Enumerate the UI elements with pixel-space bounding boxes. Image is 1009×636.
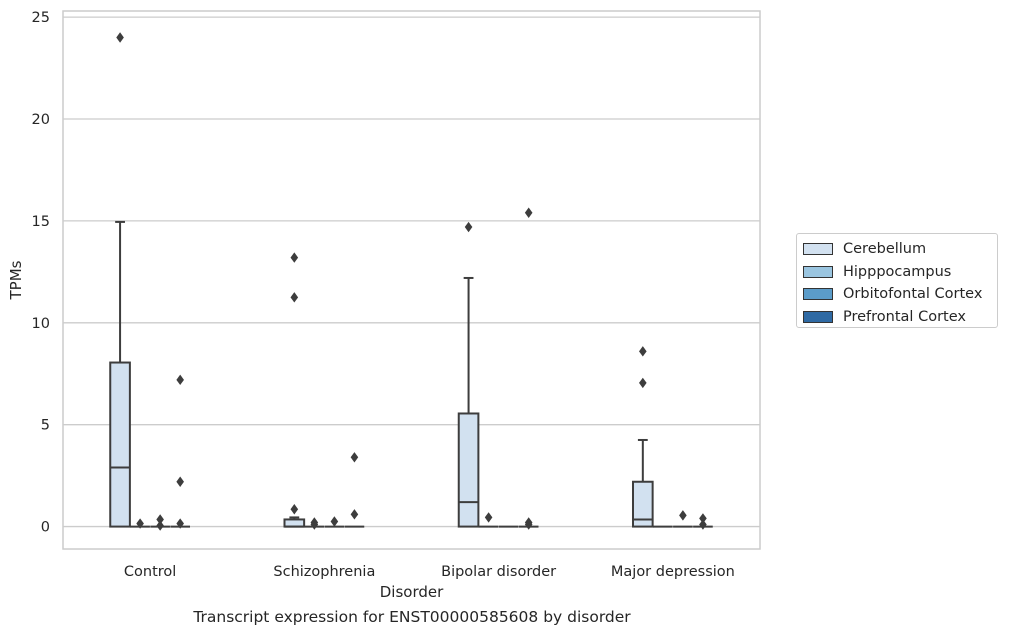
y-axis-label: TPMs [7, 260, 25, 300]
outlier-point [156, 514, 164, 525]
box-plot-group [150, 514, 170, 531]
outlier-point [464, 221, 473, 233]
legend-item: Prefrontal Cortex [797, 306, 997, 329]
outlier-point [116, 32, 124, 43]
chart-legend: Cerebellum Hipppocampus Orbitofontal Corte… [796, 233, 998, 328]
y-tick-label: 0 [41, 520, 50, 536]
box-plot-group [693, 513, 713, 530]
tick-labels: 0 5 10 15 20 25 Control Schizophrenia Bipolar di… [32, 10, 735, 580]
box-plot-group [170, 374, 191, 529]
box-plot-group [478, 512, 499, 528]
y-tick-label: 5 [41, 418, 50, 434]
box-plot-group [109, 32, 131, 528]
box-plot-group [283, 252, 306, 528]
outlier-point [524, 207, 533, 218]
outlier-point [310, 519, 319, 530]
box-plot-group [130, 518, 150, 529]
outlier-point [639, 377, 647, 389]
chart-caption: Transcript expression for ENST0000058560… [193, 608, 631, 626]
box-iqr [283, 518, 306, 528]
legend-item: Orbitofontal Cortex [797, 283, 997, 306]
outlier-point [699, 519, 707, 530]
outlier-point [330, 516, 339, 527]
box-plot-group [631, 346, 654, 528]
outlier-point [290, 504, 299, 515]
legend-label: Orbitofontal Cortex [843, 286, 983, 303]
box-plot-group [673, 510, 693, 528]
legend-swatch [803, 310, 833, 323]
y-tick-label: 15 [32, 214, 50, 230]
outlier-point [156, 520, 164, 531]
outlier-point [176, 518, 184, 529]
gridlines [63, 16, 760, 528]
legend-label: Hipppocampus [843, 263, 952, 280]
box-plot-group [344, 452, 365, 528]
outlier-point [290, 292, 299, 303]
box-plot-group [518, 207, 539, 530]
legend-item: Cerebellum [797, 238, 997, 261]
legend-label: Cerebellum [843, 241, 927, 258]
box-plot-group [304, 517, 325, 530]
outlier-point [679, 510, 687, 521]
outlier-point [484, 512, 493, 523]
outlier-point [290, 252, 299, 263]
box-plot-group [457, 221, 480, 528]
outlier-point [176, 476, 184, 487]
y-tick-label: 25 [32, 10, 50, 26]
legend-swatch [803, 288, 833, 301]
outlier-point [136, 518, 144, 529]
y-tick-label: 10 [32, 316, 50, 332]
box-iqr [109, 361, 131, 528]
x-tick-label: Bipolar disorder [441, 564, 556, 580]
legend-item: Hipppocampus [797, 261, 997, 284]
legend-swatch [803, 265, 833, 278]
box-iqr [457, 412, 480, 528]
outlier-point [176, 374, 184, 386]
outlier-point [524, 519, 533, 530]
x-axis-label: Disorder [380, 583, 444, 601]
outlier-point [350, 452, 359, 463]
plot-frame [62, 10, 761, 550]
outlier-point [350, 509, 359, 520]
x-tick-label: Control [124, 564, 176, 580]
box-plot-group [324, 516, 345, 528]
outlier-point [639, 346, 647, 357]
legend-label: Prefrontal Cortex [843, 308, 966, 325]
y-tick-label: 20 [32, 112, 50, 128]
x-tick-label: Major depression [611, 564, 735, 580]
box-plot-series [109, 32, 713, 531]
outlier-point [699, 513, 707, 524]
legend-swatch [803, 243, 833, 256]
box-iqr [631, 480, 654, 528]
x-tick-label: Schizophrenia [273, 564, 375, 580]
